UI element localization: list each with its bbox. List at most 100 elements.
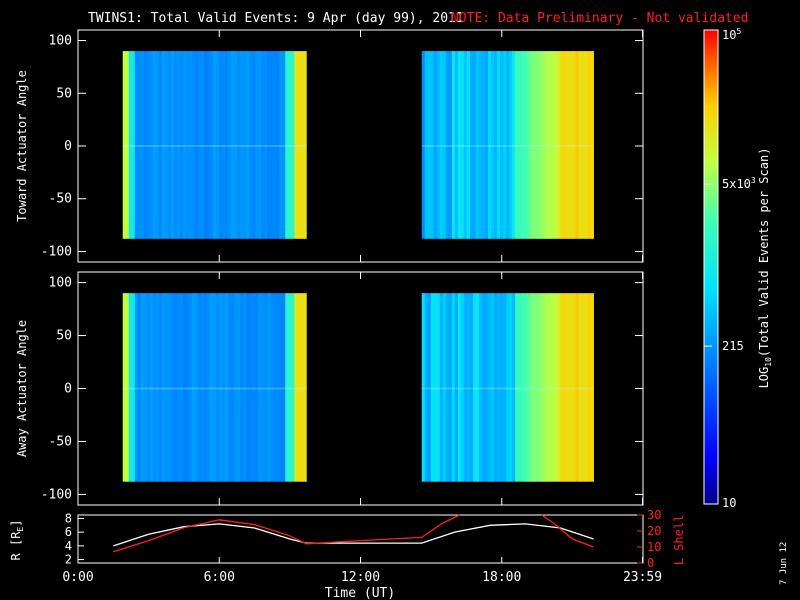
heatmap-column xyxy=(569,293,573,482)
heatmap-column xyxy=(125,51,130,239)
heatmap-column xyxy=(176,51,181,239)
heatmap-column xyxy=(216,293,220,482)
heatmap-column xyxy=(170,293,175,482)
heatmap-column xyxy=(179,293,184,482)
plot-frame xyxy=(77,514,644,564)
y-tick-label: 8 xyxy=(65,511,72,525)
heatmap-column xyxy=(536,51,540,239)
heatmap-column xyxy=(294,51,298,239)
y-axis-label: Toward Actuator Angle xyxy=(15,70,29,222)
heatmap-column xyxy=(303,51,307,239)
heatmap-column xyxy=(445,51,450,239)
colorbar: 10 215 5x103 105 LOG10(Total Valid Events p… xyxy=(703,27,773,510)
y-tick-label: 100 xyxy=(49,276,72,291)
heatmap-column xyxy=(164,293,169,482)
heatmap-column xyxy=(191,293,196,482)
colorbar-tick-label: 215 xyxy=(722,339,744,353)
heatmap-column xyxy=(219,51,223,239)
heatmap-column xyxy=(572,293,576,482)
heatmap-column xyxy=(518,51,522,239)
heatmap-column xyxy=(210,51,214,239)
heatmap-column xyxy=(554,293,558,482)
heatmap-column xyxy=(185,51,190,239)
heatmap-column xyxy=(131,293,136,482)
heatmap-column xyxy=(267,293,271,482)
heatmap-column xyxy=(442,293,447,482)
heatmap-column xyxy=(246,293,250,482)
heatmap-column xyxy=(503,51,507,239)
heatmap-column xyxy=(146,293,151,482)
heatmap-column xyxy=(512,51,516,239)
series-l-shell-line xyxy=(113,514,460,553)
heatmap-column xyxy=(197,293,202,482)
heatmap-column xyxy=(469,51,474,239)
heatmap-column xyxy=(545,293,549,482)
heatmap-column xyxy=(494,293,498,482)
heatmap-column xyxy=(515,293,519,482)
heatmap-column xyxy=(207,293,211,482)
heatmap-column xyxy=(228,51,232,239)
heatmap-column xyxy=(225,51,229,239)
heatmap-column xyxy=(427,293,432,482)
heatmap-column xyxy=(542,51,546,239)
heatmap-column xyxy=(128,51,133,239)
heatmap-column xyxy=(463,293,468,482)
colorbar-tick-label: 10 xyxy=(722,496,736,510)
heatmap-column xyxy=(421,293,426,482)
heatmap-column xyxy=(201,51,205,239)
heatmap-column xyxy=(204,51,208,239)
y2-tick-label: 30 xyxy=(647,508,661,522)
heatmap-column xyxy=(225,293,229,482)
heatmap-column xyxy=(590,293,594,482)
y-tick-label: 50 xyxy=(56,329,72,344)
heatmap-column xyxy=(575,51,579,239)
heatmap-column xyxy=(518,293,522,482)
heatmap-column xyxy=(466,293,471,482)
heatmap-column xyxy=(551,51,555,239)
colorbar-tick-label: 5x103 xyxy=(722,176,756,191)
heatmap-column xyxy=(252,293,256,482)
heatmap-column xyxy=(297,293,301,482)
heatmap-column xyxy=(267,51,271,239)
heatmap-column xyxy=(421,51,426,239)
heatmap-column xyxy=(506,293,510,482)
heatmap-column xyxy=(566,293,570,482)
heatmap-column xyxy=(258,51,262,239)
heatmap-column xyxy=(279,293,283,482)
heatmap-column xyxy=(485,293,489,482)
heatmap-column xyxy=(509,293,513,482)
heatmap-column xyxy=(500,293,504,482)
heatmap-column xyxy=(134,51,139,239)
heatmap-column xyxy=(424,293,429,482)
heatmap-column xyxy=(527,51,531,239)
heatmap-column xyxy=(222,293,226,482)
heatmap-column xyxy=(261,293,265,482)
heatmap-column xyxy=(240,51,244,239)
heatmap-column xyxy=(451,293,456,482)
heatmap-column xyxy=(155,51,160,239)
heatmap-column xyxy=(533,51,537,239)
heatmap-column xyxy=(485,51,489,239)
heatmap-column xyxy=(234,51,238,239)
y2-tick-label: 20 xyxy=(647,524,661,538)
heatmap-column xyxy=(451,51,456,239)
heatmap-column xyxy=(231,51,235,239)
heatmap-column xyxy=(472,51,477,239)
heatmap-column xyxy=(436,51,441,239)
heatmap-column xyxy=(439,293,444,482)
heatmap-column xyxy=(161,293,166,482)
heatmap-column xyxy=(491,51,495,239)
heatmap-column xyxy=(216,51,220,239)
heatmap-column xyxy=(478,293,483,482)
heatmap-column xyxy=(243,51,247,239)
heatmap-column xyxy=(457,51,462,239)
heatmap-column xyxy=(430,293,435,482)
heatmap-column xyxy=(279,51,283,239)
heatmap-column xyxy=(146,51,151,239)
heatmap-column xyxy=(137,51,142,239)
heatmap-column xyxy=(234,293,238,482)
zero-angle-band xyxy=(122,145,307,147)
heatmap-column xyxy=(427,51,432,239)
heatmap-column xyxy=(506,51,510,239)
heatmap-column xyxy=(213,51,217,239)
